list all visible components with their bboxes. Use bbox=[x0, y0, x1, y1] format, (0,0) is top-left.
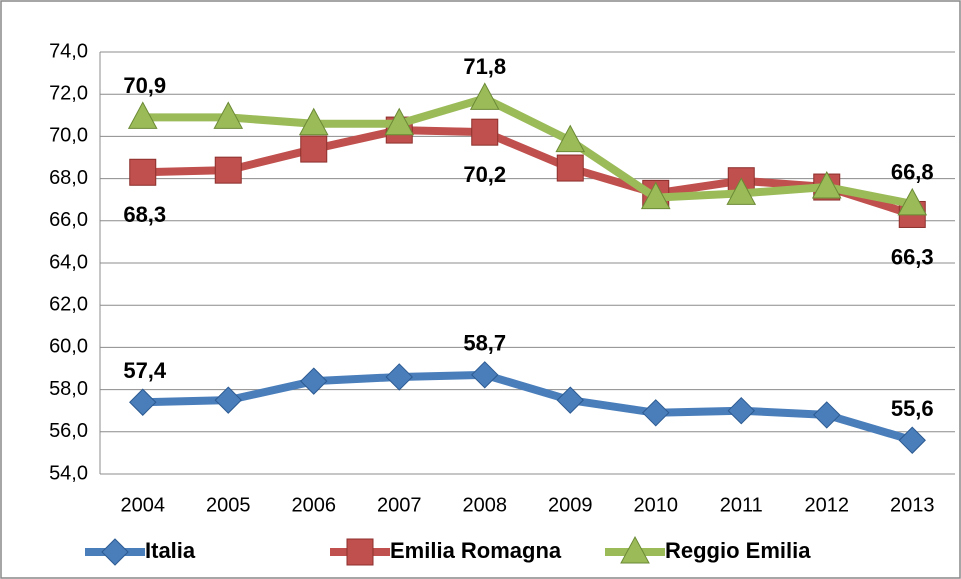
y-tick-label: 74,0 bbox=[49, 40, 88, 62]
point-marker bbox=[214, 386, 242, 414]
y-tick-label: 66,0 bbox=[49, 209, 88, 231]
point-marker bbox=[897, 187, 928, 216]
point-marker bbox=[127, 101, 158, 129]
legend-marker bbox=[620, 535, 650, 564]
data-label: 57,4 bbox=[123, 358, 167, 383]
data-label: 68,3 bbox=[123, 202, 166, 227]
x-tick-label: 2009 bbox=[548, 494, 593, 516]
point-marker bbox=[811, 170, 842, 199]
legend-label: Emilia Romagna bbox=[390, 538, 562, 563]
point-marker bbox=[384, 107, 415, 136]
point-marker bbox=[642, 399, 670, 427]
point-marker bbox=[214, 156, 242, 184]
y-tick-label: 54,0 bbox=[49, 462, 88, 484]
data-label: 66,3 bbox=[891, 244, 934, 269]
y-tick-label: 72,0 bbox=[49, 82, 88, 104]
legend-label: Italia bbox=[145, 538, 196, 563]
x-tick-label: 2007 bbox=[377, 494, 422, 516]
x-tick-label: 2010 bbox=[634, 494, 679, 516]
x-tick-label: 2013 bbox=[890, 494, 935, 516]
point-marker bbox=[213, 101, 244, 129]
point-marker bbox=[385, 363, 413, 391]
series-line bbox=[142, 94, 914, 208]
x-tick-label: 2004 bbox=[121, 494, 166, 516]
data-label: 55,6 bbox=[891, 396, 934, 421]
y-tick-label: 62,0 bbox=[49, 293, 88, 315]
y-tick-label: 68,0 bbox=[49, 167, 88, 189]
point-marker bbox=[471, 361, 499, 389]
point-marker bbox=[813, 401, 841, 429]
x-tick-label: 2005 bbox=[206, 494, 251, 516]
x-tick-label: 2006 bbox=[292, 494, 337, 516]
data-label: 58,7 bbox=[463, 331, 506, 356]
point-marker bbox=[469, 82, 500, 110]
x-tick-label: 2011 bbox=[720, 494, 763, 516]
point-marker bbox=[727, 396, 755, 425]
point-marker bbox=[471, 118, 499, 146]
data-label: 71,8 bbox=[463, 54, 506, 79]
y-tick-label: 60,0 bbox=[49, 336, 88, 358]
point-marker bbox=[300, 367, 328, 395]
y-tick-label: 70,0 bbox=[49, 125, 88, 147]
legend-label: Reggio Emilia bbox=[665, 538, 811, 563]
point-marker bbox=[129, 158, 157, 186]
data-label: 70,2 bbox=[463, 162, 506, 187]
data-label: 70,9 bbox=[123, 73, 166, 98]
series-line bbox=[142, 126, 914, 219]
point-marker bbox=[556, 154, 584, 182]
y-tick-label: 56,0 bbox=[49, 420, 88, 442]
series-line bbox=[142, 370, 914, 445]
point-marker bbox=[555, 124, 586, 153]
point-marker bbox=[129, 388, 157, 416]
legend-marker bbox=[346, 538, 374, 566]
y-tick-label: 64,0 bbox=[49, 251, 88, 273]
data-label: 66,8 bbox=[891, 160, 934, 185]
legend-marker bbox=[101, 538, 129, 566]
y-tick-label: 58,0 bbox=[49, 378, 88, 400]
point-marker bbox=[300, 135, 328, 163]
point-marker bbox=[898, 426, 926, 454]
x-tick-label: 2012 bbox=[805, 494, 850, 516]
point-marker bbox=[726, 177, 757, 205]
point-marker bbox=[298, 107, 329, 136]
point-marker bbox=[556, 386, 584, 414]
x-tick-label: 2008 bbox=[463, 494, 508, 516]
point-marker bbox=[640, 181, 671, 210]
